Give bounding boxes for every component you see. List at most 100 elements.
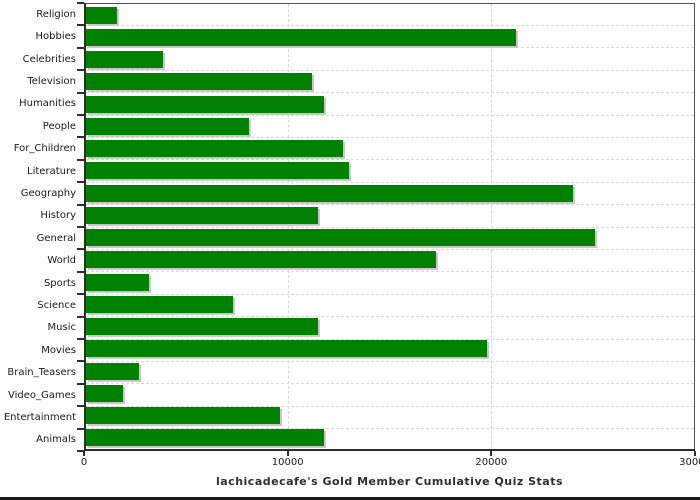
category-label-movies: Movies xyxy=(41,344,76,356)
bar-row xyxy=(86,93,694,115)
category-label-sports: Sports xyxy=(43,277,76,289)
horizontal-gridline xyxy=(86,405,694,407)
bar-entertainment xyxy=(86,407,280,425)
category-label-geography: Geography xyxy=(20,187,76,199)
bar-hobbies xyxy=(86,28,516,46)
y-axis-tick xyxy=(77,203,84,206)
y-axis-tick xyxy=(77,427,84,430)
bar-row xyxy=(86,271,694,293)
bar-rows xyxy=(86,4,694,449)
bar-animals xyxy=(86,429,325,447)
category-label-humanities: Humanities xyxy=(19,98,76,110)
y-axis-tick xyxy=(77,293,84,296)
category-label-literature: Literature xyxy=(27,165,76,177)
x-axis-tick-0 xyxy=(83,451,85,456)
bar-movies xyxy=(86,340,488,358)
bar-row xyxy=(86,293,694,315)
horizontal-gridline xyxy=(86,181,694,183)
y-axis-tick xyxy=(77,46,84,49)
bar-literature xyxy=(86,162,349,180)
bar-row xyxy=(86,49,694,71)
y-axis-tick xyxy=(77,181,84,184)
y-axis-tick xyxy=(77,69,84,72)
bar-people xyxy=(86,117,249,135)
bar-general xyxy=(86,229,596,247)
y-axis-tick xyxy=(77,248,84,251)
horizontal-gridline xyxy=(86,338,694,340)
bar-row xyxy=(86,115,694,137)
y-axis-tick xyxy=(77,338,84,340)
plot-border-top xyxy=(84,3,695,4)
vertical-gridline-20000 xyxy=(491,4,493,449)
horizontal-gridline xyxy=(86,248,694,250)
x-axis-tick-label-20000: 20000 xyxy=(475,457,508,468)
horizontal-gridline xyxy=(86,226,694,228)
bar-row xyxy=(86,338,694,360)
y-axis-tick xyxy=(77,450,84,452)
category-label-for_children: For_Children xyxy=(13,143,76,155)
bottom-divider xyxy=(0,497,700,500)
bar-row xyxy=(86,204,694,226)
x-axis-tick-10000 xyxy=(286,451,289,456)
horizontal-gridline xyxy=(86,47,694,49)
category-label-celebrities: Celebrities xyxy=(22,53,76,65)
horizontal-gridline xyxy=(86,24,694,26)
bar-row xyxy=(86,138,694,160)
bar-row xyxy=(86,427,694,449)
y-axis-tick xyxy=(77,2,84,4)
y-axis-tick xyxy=(77,360,84,363)
category-label-video_games: Video_Games xyxy=(8,389,76,401)
bar-for_children xyxy=(86,140,343,158)
bar-row xyxy=(86,71,694,93)
bar-row xyxy=(86,160,694,182)
category-label-science: Science xyxy=(37,299,76,311)
x-axis-tick-label-0: 0 xyxy=(80,457,88,468)
y-axis-tick xyxy=(77,136,84,139)
bar-row xyxy=(86,249,694,271)
horizontal-gridline xyxy=(86,316,694,318)
horizontal-gridline xyxy=(86,271,694,273)
horizontal-gridline xyxy=(86,114,694,116)
bar-religion xyxy=(86,6,117,24)
chart-title: lachicadecafe's Gold Member Cumulative Q… xyxy=(215,475,564,488)
y-axis-category-labels: Religion Hobbies Celebrities Television Huma… xyxy=(0,3,76,451)
horizontal-gridline xyxy=(86,428,694,430)
bar-geography xyxy=(86,184,573,202)
bar-video_games xyxy=(86,384,123,402)
horizontal-gridline xyxy=(86,293,694,295)
x-axis-tick-30000 xyxy=(694,451,696,456)
bar-world xyxy=(86,251,437,269)
bar-row xyxy=(86,227,694,249)
y-axis-tick xyxy=(77,114,84,116)
bar-television xyxy=(86,73,313,91)
x-axis-tick-label-10000: 10000 xyxy=(271,457,304,468)
y-axis-tick xyxy=(77,315,84,318)
bar-history xyxy=(86,206,319,224)
y-axis-tick xyxy=(77,91,84,94)
category-label-world: World xyxy=(47,255,76,267)
y-axis-tick xyxy=(77,24,84,27)
bar-brain_teasers xyxy=(86,362,139,380)
bar-sports xyxy=(86,273,150,291)
category-label-history: History xyxy=(40,210,76,222)
category-label-religion: Religion xyxy=(36,8,76,20)
x-axis-tick-20000 xyxy=(490,451,493,456)
bar-row xyxy=(86,316,694,338)
x-axis-line xyxy=(84,449,695,451)
category-label-entertainment: Entertainment xyxy=(3,412,76,424)
x-axis-tick-label-30000: 30000 xyxy=(679,457,700,468)
horizontal-gridline xyxy=(86,136,694,138)
bar-row xyxy=(86,405,694,427)
category-label-music: Music xyxy=(47,322,76,334)
bar-row xyxy=(86,382,694,404)
category-label-animals: Animals xyxy=(36,434,76,446)
bar-science xyxy=(86,295,233,313)
horizontal-gridline xyxy=(86,383,694,385)
gridline-layer xyxy=(84,3,695,451)
bar-row xyxy=(86,4,694,26)
y-axis-tick xyxy=(77,405,84,408)
y-axis-tick xyxy=(77,382,84,385)
bar-music xyxy=(86,318,319,336)
vertical-gridline-10000 xyxy=(287,4,289,449)
